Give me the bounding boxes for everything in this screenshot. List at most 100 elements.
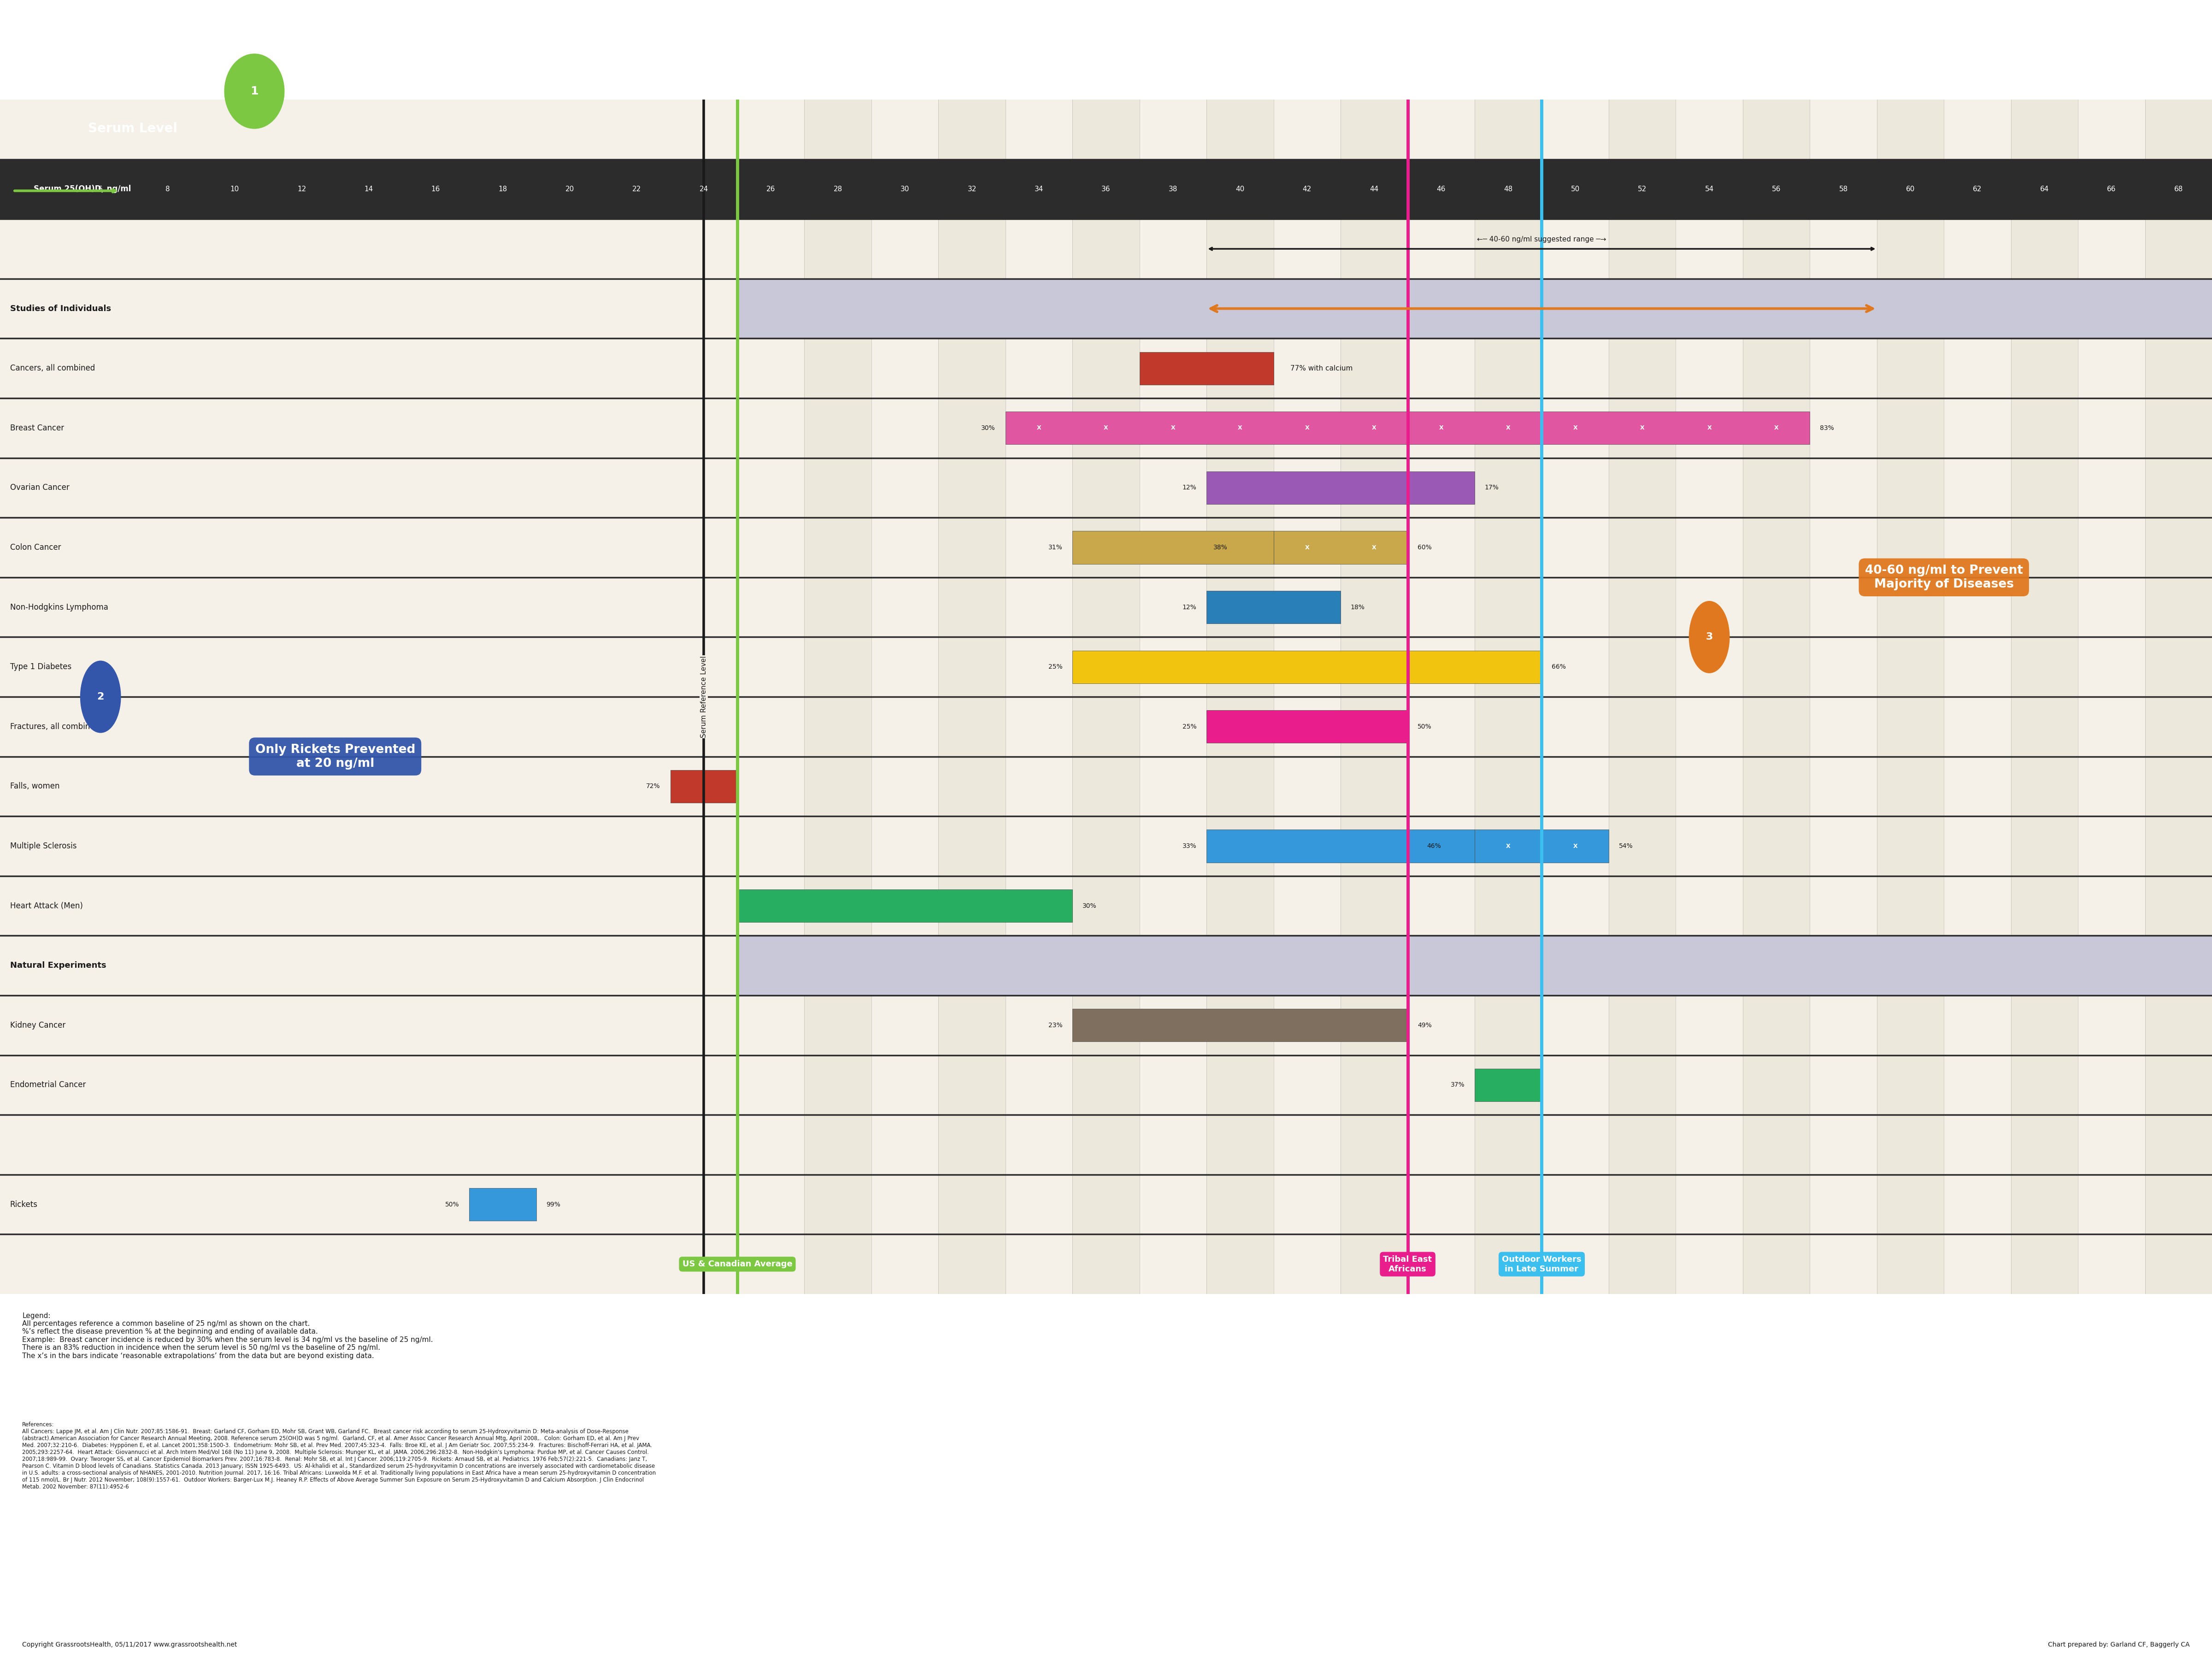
- Bar: [403, 100, 469, 1294]
- Bar: [535, 100, 604, 1294]
- Bar: [938, 100, 1006, 1294]
- Bar: [670, 100, 737, 1294]
- Text: 54: 54: [1705, 186, 1714, 192]
- Bar: [0, 100, 737, 1294]
- Text: ←─ 40-60 ng/ml suggested range ─→: ←─ 40-60 ng/ml suggested range ─→: [1478, 236, 1606, 242]
- Text: 64: 64: [2039, 186, 2048, 192]
- Text: 50%: 50%: [445, 1201, 460, 1208]
- Text: X: X: [1440, 425, 1444, 431]
- Text: X: X: [1037, 425, 1042, 431]
- Bar: [1743, 100, 1809, 1294]
- Text: 46%: 46%: [1427, 843, 1442, 849]
- Bar: [0, 936, 2212, 995]
- Text: 17%: 17%: [1484, 484, 1500, 491]
- Text: 66: 66: [2108, 186, 2117, 192]
- Text: 8: 8: [166, 186, 170, 192]
- Text: X: X: [1506, 425, 1511, 431]
- Text: 56: 56: [1772, 186, 1781, 192]
- Circle shape: [80, 660, 122, 733]
- Text: Only Rickets Prevented
at 20 ng/ml: Only Rickets Prevented at 20 ng/ml: [254, 743, 416, 770]
- Text: 30%: 30%: [1082, 902, 1097, 909]
- Text: Multiple Sclerosis: Multiple Sclerosis: [11, 843, 77, 849]
- Circle shape: [1690, 601, 1730, 674]
- Text: 50%: 50%: [1418, 723, 1431, 730]
- Text: References:
All Cancers: Lappe JM, et al. Am J Clin Nutr. 2007;85:1586-91.  Brea: References: All Cancers: Lappe JM, et al…: [22, 1422, 655, 1490]
- Text: Serum Reference Level: Serum Reference Level: [701, 655, 708, 738]
- Text: X: X: [1774, 425, 1778, 431]
- Bar: [1475, 100, 1542, 1294]
- Text: 18: 18: [498, 186, 507, 192]
- Text: Heart Attack (Men): Heart Attack (Men): [11, 902, 82, 909]
- Text: 2: 2: [97, 692, 104, 702]
- Text: 50: 50: [1571, 186, 1579, 192]
- Bar: [1073, 1009, 1407, 1042]
- Text: Natural Experiments: Natural Experiments: [11, 962, 106, 969]
- Text: X: X: [1104, 425, 1108, 431]
- Bar: [805, 100, 872, 1294]
- Text: Fractures, all combined: Fractures, all combined: [11, 723, 100, 730]
- Text: 62: 62: [1973, 186, 1982, 192]
- Text: X: X: [1239, 425, 1243, 431]
- Text: 14: 14: [365, 186, 374, 192]
- Bar: [1206, 100, 1274, 1294]
- Text: 31%: 31%: [1048, 544, 1062, 551]
- Text: 54%: 54%: [1619, 843, 1632, 849]
- Text: US & Canadian Average: US & Canadian Average: [681, 1261, 792, 1267]
- Text: Tribal East
Africans: Tribal East Africans: [1382, 1256, 1431, 1272]
- Text: 60: 60: [1907, 186, 1916, 192]
- Text: 36: 36: [1102, 186, 1110, 192]
- FancyBboxPatch shape: [0, 100, 2212, 1294]
- Text: 30: 30: [900, 186, 909, 192]
- Text: 38%: 38%: [1212, 544, 1228, 551]
- Text: Chart prepared by: Garland CF, Baggerly CA: Chart prepared by: Garland CF, Baggerly …: [2048, 1642, 2190, 1647]
- Text: Non-Hodgkins Lymphoma: Non-Hodgkins Lymphoma: [11, 604, 108, 612]
- Text: 33%: 33%: [1183, 843, 1197, 849]
- Text: 66%: 66%: [1553, 664, 1566, 670]
- Text: Copyright GrassrootsHealth, 05/11/2017 www.grassrootshealth.net: Copyright GrassrootsHealth, 05/11/2017 w…: [22, 1642, 237, 1647]
- Text: X: X: [1371, 544, 1376, 551]
- Bar: [737, 889, 1073, 922]
- Bar: [1073, 531, 1274, 564]
- Bar: [670, 770, 737, 803]
- Text: 99%: 99%: [546, 1201, 560, 1208]
- Text: 77% with calcium: 77% with calcium: [1290, 365, 1354, 372]
- Text: 58: 58: [1838, 186, 1847, 192]
- Text: 38: 38: [1168, 186, 1177, 192]
- Bar: [1206, 710, 1407, 743]
- Text: Studies of Individuals: Studies of Individuals: [11, 305, 111, 314]
- Text: 18%: 18%: [1352, 604, 1365, 611]
- Text: 24: 24: [699, 186, 708, 192]
- Text: X: X: [1371, 425, 1376, 431]
- Text: 46: 46: [1436, 186, 1447, 192]
- Bar: [469, 1188, 535, 1221]
- Text: 28: 28: [834, 186, 843, 192]
- Text: 25%: 25%: [1048, 664, 1062, 670]
- Text: Falls, women: Falls, women: [11, 783, 60, 791]
- Text: 3: 3: [1705, 632, 1712, 642]
- Text: Kidney Cancer: Kidney Cancer: [11, 1020, 66, 1029]
- Text: 1: 1: [250, 86, 259, 96]
- Text: X: X: [1170, 425, 1175, 431]
- Text: Breast Cancer: Breast Cancer: [11, 425, 64, 433]
- Text: 72%: 72%: [646, 783, 659, 790]
- Text: 23%: 23%: [1048, 1022, 1062, 1029]
- Bar: [1206, 830, 1475, 863]
- Text: 30%: 30%: [982, 425, 995, 431]
- Bar: [1206, 591, 1340, 624]
- Text: 48: 48: [1504, 186, 1513, 192]
- Bar: [0, 159, 2212, 219]
- Text: 12%: 12%: [1183, 484, 1197, 491]
- Text: Cancers, all combined: Cancers, all combined: [11, 363, 95, 372]
- Bar: [1006, 411, 1809, 445]
- Text: 40-60 ng/ml to Prevent
Majority of Diseases: 40-60 ng/ml to Prevent Majority of Disea…: [1865, 564, 2024, 591]
- Bar: [2011, 100, 2077, 1294]
- Bar: [135, 100, 201, 1294]
- Bar: [1206, 471, 1475, 504]
- Text: 10: 10: [230, 186, 239, 192]
- Text: Ovarian Cancer: Ovarian Cancer: [11, 484, 69, 491]
- Bar: [1139, 352, 1274, 385]
- Text: Endometrial Cancer: Endometrial Cancer: [11, 1082, 86, 1090]
- Text: 12%: 12%: [1183, 604, 1197, 611]
- Bar: [1274, 531, 1407, 564]
- Text: Legend:
All percentages reference a common baseline of 25 ng/ml as shown on the : Legend: All percentages reference a comm…: [22, 1312, 434, 1359]
